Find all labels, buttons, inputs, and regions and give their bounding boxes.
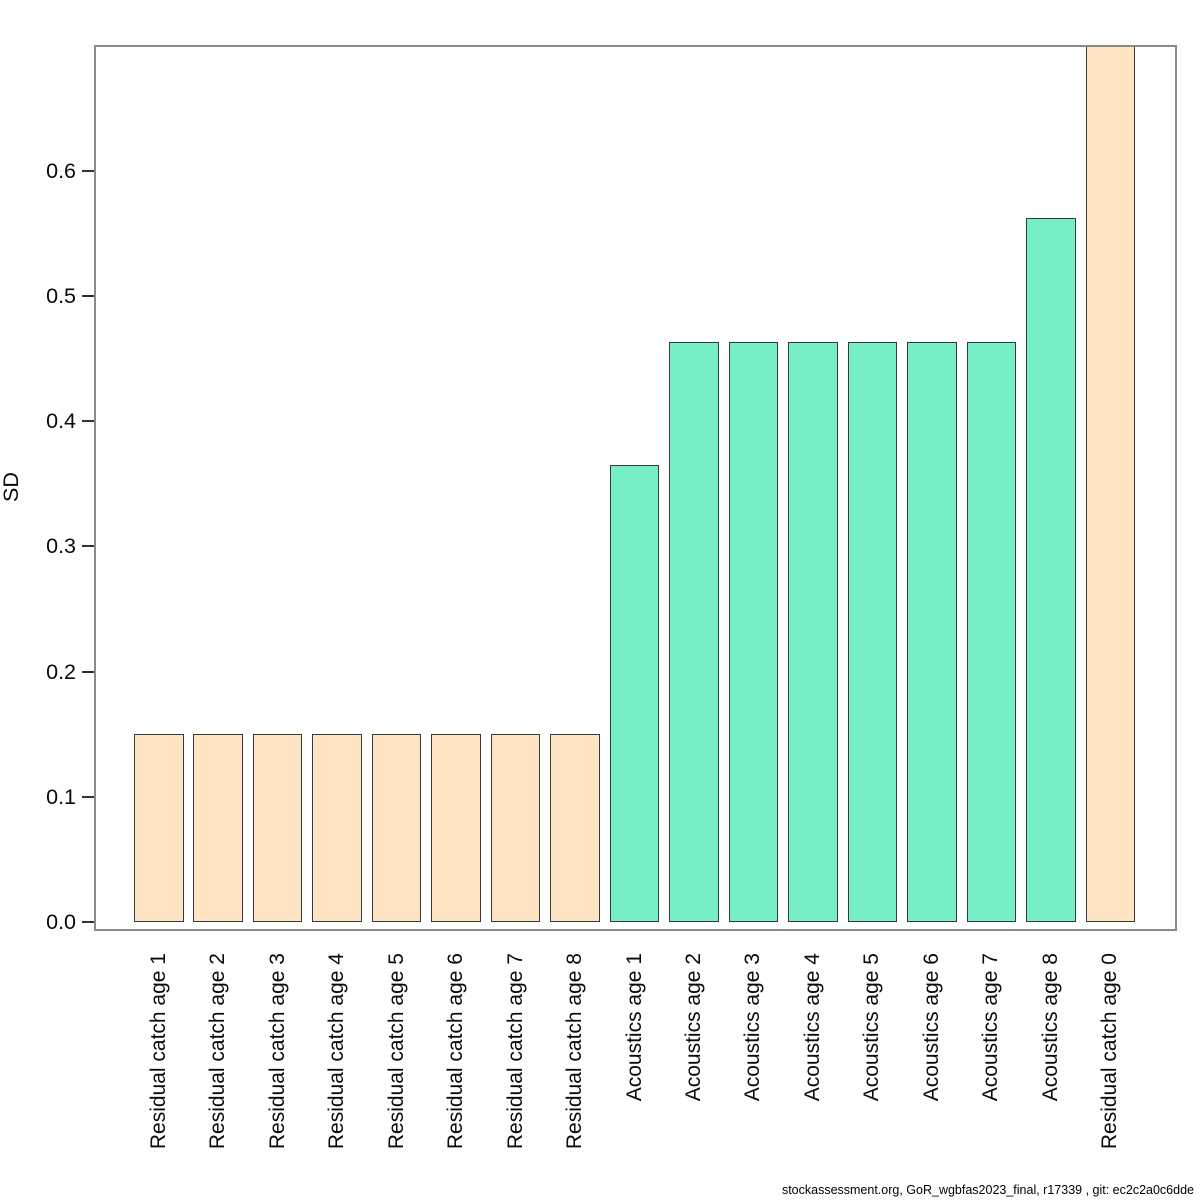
x-axis-label-acoustics-age-3: Acoustics age 3 <box>741 953 765 1102</box>
bar-residual-catch-age-3 <box>252 734 303 922</box>
plot-area <box>94 45 1177 931</box>
bar-acoustics-age-6 <box>907 342 957 922</box>
y-axis-title-text: SD <box>0 472 23 502</box>
bar-acoustics-age-2 <box>669 342 719 922</box>
x-axis-label-acoustics-age-2: Acoustics age 2 <box>681 953 705 1102</box>
x-axis-label-residual-catch-age-3: Residual catch age 3 <box>265 953 289 1150</box>
x-axis-label-acoustics-age-6: Acoustics age 6 <box>919 953 943 1102</box>
bar-residual-catch-age-1 <box>134 734 184 922</box>
x-axis-label-acoustics-age-4: Acoustics age 4 <box>800 953 824 1102</box>
x-axis-label-acoustics-age-7: Acoustics age 7 <box>979 953 1003 1102</box>
y-axis-tick-label: 0.6 <box>46 158 76 183</box>
bar-acoustics-age-3 <box>728 342 779 922</box>
x-axis-label-acoustics-age-1: Acoustics age 1 <box>622 953 646 1102</box>
bar-residual-catch-age-5 <box>371 734 422 922</box>
y-axis-tick-label: 0.4 <box>46 409 76 434</box>
y-axis-tick <box>82 295 94 297</box>
bar-acoustics-age-7 <box>966 342 1017 922</box>
bar-residual-catch-age-7 <box>490 734 541 922</box>
y-axis-tick-label: 0.1 <box>46 784 76 809</box>
y-axis-tick <box>82 169 94 172</box>
bar-residual-catch-age-2 <box>193 734 243 922</box>
bar-residual-catch-age-6 <box>431 734 481 922</box>
y-axis-title: SD <box>0 447 23 527</box>
bar-acoustics-age-8 <box>1026 218 1076 922</box>
y-axis-tick-label: 0.5 <box>46 284 76 308</box>
bar-residual-catch-age-4 <box>312 734 362 922</box>
y-axis-tick-label: 0.2 <box>46 659 76 684</box>
y-axis-tick-label: 0.3 <box>46 534 76 559</box>
y-axis-tick <box>82 921 94 923</box>
bar-acoustics-age-5 <box>847 342 898 922</box>
bar-acoustics-age-1 <box>609 465 660 922</box>
y-axis-tick <box>82 420 94 423</box>
y-axis-tick <box>82 670 94 673</box>
y-axis-tick <box>82 545 94 548</box>
x-axis-label-residual-catch-age-8: Residual catch age 8 <box>563 953 587 1150</box>
x-axis-label-residual-catch-age-6: Residual catch age 6 <box>444 953 468 1150</box>
x-axis-label-residual-catch-age-4: Residual catch age 4 <box>325 953 349 1150</box>
y-axis-tick-label: 0.0 <box>46 910 76 934</box>
x-axis-label-residual-catch-age-5: Residual catch age 5 <box>384 953 408 1150</box>
x-axis-label-residual-catch-age-2: Residual catch age 2 <box>206 953 230 1150</box>
x-axis-label-acoustics-age-5: Acoustics age 5 <box>860 953 884 1102</box>
x-axis-label-residual-catch-age-0: Residual catch age 0 <box>1098 953 1122 1150</box>
bar-residual-catch-age-8 <box>550 734 600 922</box>
x-axis-label-acoustics-age-8: Acoustics age 8 <box>1038 953 1062 1102</box>
bar-acoustics-age-4 <box>788 342 838 922</box>
footer-attribution: stockassessment.org, GoR_wgbfas2023_fina… <box>781 1183 1194 1197</box>
y-axis-tick <box>82 795 94 798</box>
bar-residual-catch-age-0 <box>1085 47 1136 922</box>
x-axis-label-residual-catch-age-7: Residual catch age 7 <box>503 953 527 1150</box>
x-axis-label-residual-catch-age-1: Residual catch age 1 <box>146 953 170 1150</box>
